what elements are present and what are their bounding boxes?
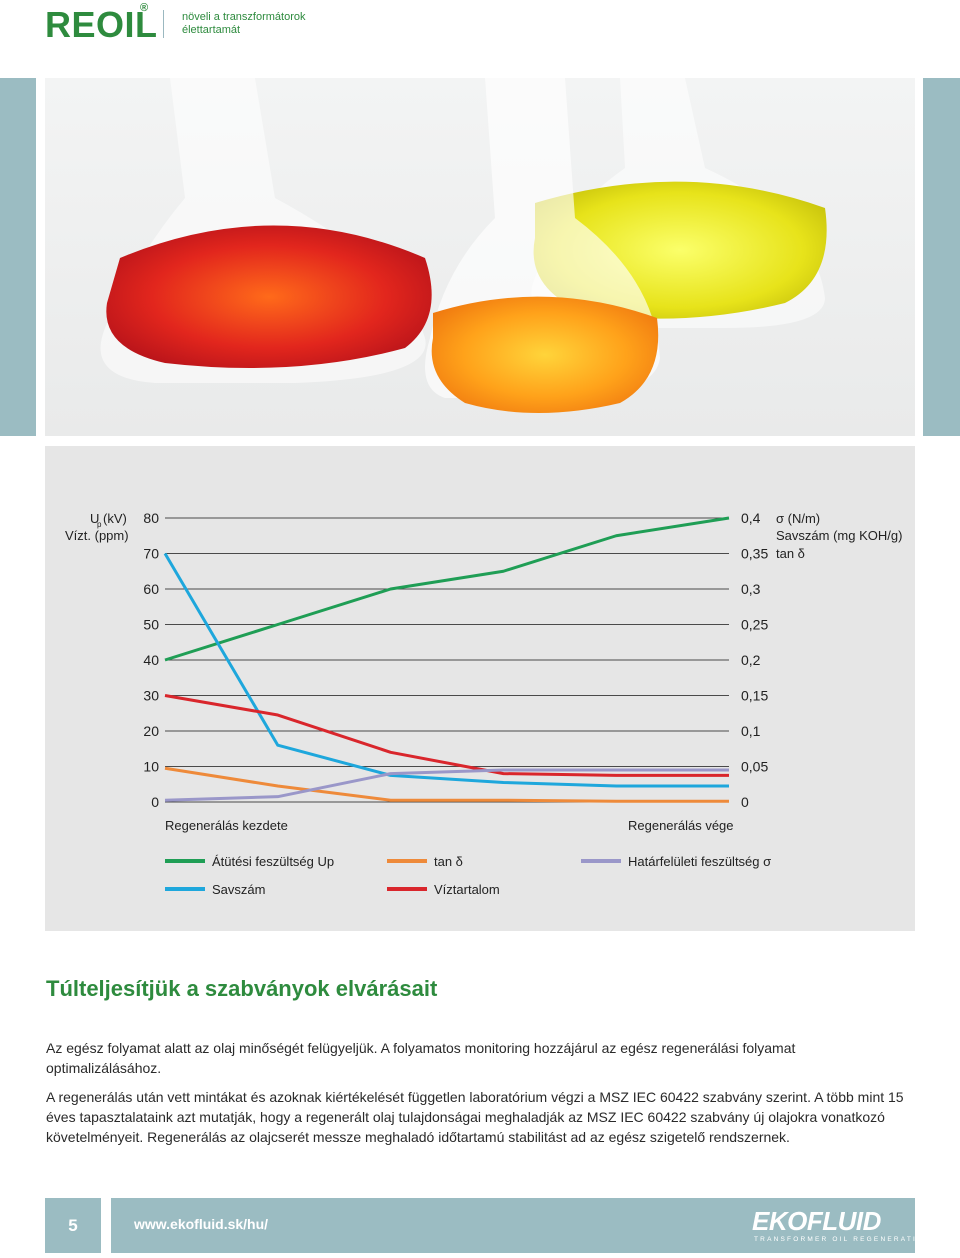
left-tick-label: 30	[143, 688, 159, 704]
right-tick-label: 0,15	[741, 688, 768, 704]
right-axis-label-line3: tan δ	[776, 546, 805, 561]
regeneration-line-chart: 0 0 10 0,05 20 0,1 30 0,15 40 0,2 50 0,25 60 0,3 70 0,3…	[65, 510, 902, 897]
right-axis-label-line1: σ (N/m)	[776, 511, 820, 526]
right-tick-label: 0,35	[741, 546, 768, 562]
left-axis-label-line1: U (kV)	[90, 511, 127, 526]
header-tagline: növeli a transzformátorok élettartamát	[182, 11, 306, 36]
series-line	[164, 694, 729, 777]
series-line	[164, 768, 729, 802]
right-tick-label: 0	[741, 794, 749, 810]
brand-logo: REOIL	[45, 4, 158, 45]
registered-mark: ®	[140, 2, 149, 14]
series-line	[163, 552, 729, 788]
logo-wordmark: EKOFLUID	[752, 1206, 881, 1236]
x-label-start: Regenerálás kezdete	[165, 818, 288, 833]
left-axis-label-subscript: p	[97, 520, 102, 529]
right-tick-label: 0,05	[741, 759, 768, 775]
paragraph-monitoring: Az egész folyamat alatt az olaj minőségé…	[46, 1040, 796, 1076]
legend-label: Víztartalom	[434, 882, 500, 897]
hero-photo-flasks	[45, 78, 915, 436]
chart-tick-labels: 0 0 10 0,05 20 0,1 30 0,15 40 0,2 50 0,25 60 0,3 70 0,3…	[143, 510, 768, 810]
right-tick-label: 0,1	[741, 723, 761, 739]
right-axis-label-line2: Savszám (mg KOH/g)	[776, 528, 902, 543]
series-line	[164, 766, 729, 803]
photo-side-band-left	[0, 78, 36, 436]
left-tick-label: 80	[143, 510, 159, 526]
footer-bar	[111, 1198, 915, 1253]
left-tick-label: 40	[143, 652, 159, 668]
right-tick-label: 0,25	[741, 617, 768, 633]
footer-url-link[interactable]: www.ekofluid.sk/hu/	[134, 1216, 269, 1232]
ekofluid-logo: EKOFLUID TRANSFORMER OIL REGENERATION	[752, 1206, 929, 1246]
legend-label: Határfelületi feszültség σ	[628, 854, 771, 869]
left-tick-label: 10	[143, 759, 159, 775]
legend-label: tan δ	[434, 854, 463, 869]
left-tick-label: 20	[143, 723, 159, 739]
header-divider	[163, 10, 164, 38]
x-label-end: Regenerálás vége	[628, 818, 734, 833]
left-axis-label-line2: Vízt. (ppm)	[65, 528, 129, 543]
chart-grid	[165, 517, 729, 803]
section-heading: Túlteljesítjük a szabványok elvárásait	[46, 976, 438, 1001]
paragraph-laboratory: A regenerálás után vett mintákat és azok…	[46, 1089, 904, 1145]
left-tick-label: 70	[143, 546, 159, 562]
right-tick-label: 0,3	[741, 581, 761, 597]
left-tick-label: 0	[151, 794, 159, 810]
chart-axis-labels: U (kV) Vízt. (ppm) p σ (N/m) Savszám (mg…	[65, 511, 902, 833]
left-tick-label: 60	[143, 581, 159, 597]
chart-panel: 0 0 10 0,05 20 0,1 30 0,15 40 0,2 50 0,25 60 0,3 70 0,3…	[45, 446, 915, 931]
right-tick-label: 0,2	[741, 652, 761, 668]
left-tick-label: 50	[143, 617, 159, 633]
right-tick-label: 0,4	[741, 510, 761, 526]
logo-subtext: TRANSFORMER OIL REGENERATION	[754, 1236, 932, 1243]
series-line	[164, 516, 730, 662]
chart-series	[163, 516, 730, 803]
flasks-illustration	[45, 78, 915, 436]
legend-label: Savszám	[212, 882, 265, 897]
chart-legend: Átütési feszültség Up tan δ Határfelületi …	[165, 854, 771, 897]
footer-page-box	[45, 1198, 101, 1253]
page-number: 5	[68, 1216, 78, 1235]
legend-label: Átütési feszültség Up	[212, 854, 334, 869]
photo-side-band-right	[923, 78, 960, 436]
